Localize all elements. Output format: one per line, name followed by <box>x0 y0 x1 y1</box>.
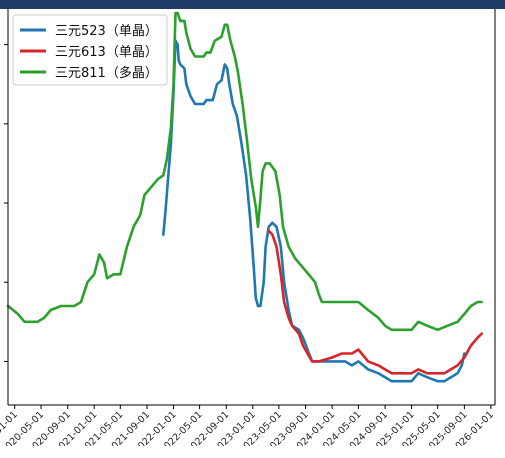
bottom-strip <box>0 446 505 458</box>
legend-label-1: 三元523（单晶） <box>55 24 158 39</box>
legend: 三元523（单晶） 三元613（单晶） 三元811（多晶） <box>12 14 168 86</box>
legend-label-3: 三元811（多晶） <box>55 65 158 81</box>
series-line-2 <box>267 229 483 375</box>
legend-label-2: 三元613（单晶） <box>55 45 158 60</box>
series-layer <box>6 11 483 383</box>
series-line-1 <box>162 39 466 383</box>
top-strip <box>0 0 505 9</box>
series-line-3 <box>6 11 483 332</box>
legend-box <box>12 14 168 86</box>
